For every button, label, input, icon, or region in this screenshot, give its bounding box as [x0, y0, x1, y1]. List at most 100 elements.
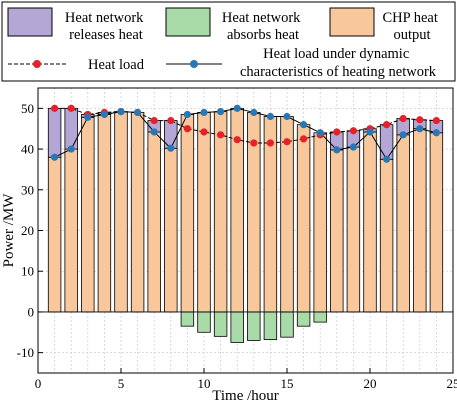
- point-heat-load: [283, 138, 291, 146]
- point-dynamic-load: [366, 128, 374, 136]
- legend-label-chp-line2: output: [393, 27, 430, 43]
- y-tick-label: 40: [21, 142, 34, 157]
- bar-chp-output: [346, 146, 361, 313]
- x-tick-label: 20: [364, 376, 377, 391]
- bar-heat-absorb: [313, 311, 327, 323]
- bar-chp-output: [130, 112, 145, 313]
- legend-label-absorbs-line1: Heat network: [222, 10, 301, 26]
- point-dynamic-load: [100, 110, 108, 119]
- bar-chp-output: [97, 114, 112, 313]
- bar-chp-output: [47, 156, 62, 313]
- point-heat-load: [250, 139, 258, 147]
- point-dynamic-load: [416, 125, 424, 133]
- legend-swatch-absorbs: [165, 7, 211, 37]
- bar-chp-output: [330, 149, 344, 313]
- point-dynamic-load: [266, 112, 274, 121]
- legend-label-absorbs-line2: absorbs heat: [227, 27, 299, 43]
- bar-heat-release: [47, 107, 62, 158]
- bar-chp-output: [114, 111, 128, 313]
- legend-label-releases-line1: Heat network: [65, 10, 144, 26]
- bar-heat-release: [379, 124, 394, 160]
- point-dynamic-load: [217, 108, 225, 116]
- legend-label-chp-line1: CHP heat: [382, 10, 437, 26]
- point-heat-load: [383, 121, 391, 129]
- x-tick-label: 5: [118, 376, 125, 391]
- point-heat-load: [432, 116, 440, 125]
- plot-area: 0 5 10 15 20 25 -10 0 10 20 30 40 50 Time /hour Power …: [1, 87, 457, 404]
- legend-swatch-chp: [329, 7, 375, 37]
- x-tick-label: 10: [198, 376, 211, 391]
- bar-chp-output: [313, 132, 327, 313]
- legend: Heat network releases heat Heat network …: [1, 1, 456, 82]
- bar-chp-output: [429, 132, 444, 313]
- legend-label-dynamic-line2: characteristics of heating network: [240, 64, 437, 80]
- point-heat-load: [333, 128, 341, 136]
- bar-chp-output: [180, 114, 195, 313]
- legend-label-releases: Heat network releases heat: [65, 10, 147, 43]
- point-heat-load: [300, 135, 308, 143]
- bar-heat-absorb: [213, 311, 228, 337]
- point-heat-load: [183, 125, 191, 133]
- point-heat-load: [200, 128, 208, 136]
- point-heat-load: [51, 104, 59, 112]
- point-dynamic-load: [333, 146, 341, 154]
- bar-chp-output: [280, 116, 294, 313]
- bar-chp-output: [296, 124, 311, 313]
- legend-label-dynamic: Heat load under dynamic characteristics …: [240, 46, 437, 80]
- point-heat-load: [217, 131, 225, 139]
- point-dynamic-load: [84, 113, 92, 121]
- point-dynamic-load: [250, 108, 258, 117]
- x-tick-label: 25: [447, 376, 457, 391]
- bar-heat-absorb: [197, 311, 211, 333]
- legend-label-dynamic-line1: Heat load under dynamic: [263, 46, 409, 62]
- legend-marker-dynamic: [190, 60, 198, 68]
- bar-heat-absorb: [247, 311, 261, 341]
- bar-chp-output: [363, 131, 377, 313]
- point-dynamic-load: [300, 121, 308, 129]
- bar-chp-output: [213, 111, 228, 313]
- x-axis-title: Time /hour: [212, 388, 279, 404]
- bar-heat-absorb: [296, 311, 311, 327]
- y-tick-label: -10: [17, 345, 34, 360]
- point-dynamic-load: [399, 131, 407, 139]
- bar-chp-output: [396, 134, 410, 313]
- legend-label-chp: CHP heat output: [382, 10, 441, 43]
- bar-heat-absorb: [280, 311, 294, 338]
- point-heat-load: [233, 136, 241, 144]
- point-heat-load: [416, 116, 424, 124]
- y-axis-title: Power /MW: [1, 193, 17, 268]
- legend-marker-load: [33, 60, 41, 68]
- bar-heat-release: [64, 107, 78, 150]
- point-dynamic-load: [200, 108, 208, 117]
- point-dynamic-load: [51, 153, 59, 161]
- y-tick-label: 0: [28, 304, 35, 319]
- point-dynamic-load: [134, 108, 142, 117]
- bar-heat-absorb: [180, 311, 195, 327]
- legend-label-load: Heat load: [88, 57, 145, 73]
- point-dynamic-load: [383, 155, 391, 163]
- y-tick-label: 30: [21, 182, 34, 197]
- bar-heat-absorb: [230, 311, 244, 343]
- legend-label-absorbs: Heat network absorbs heat: [222, 10, 304, 43]
- legend-label-releases-line2: releases heat: [69, 27, 143, 43]
- legend-frame: [1, 1, 456, 82]
- point-heat-load: [399, 114, 407, 123]
- point-dynamic-load: [117, 108, 125, 116]
- point-dynamic-load: [283, 112, 291, 121]
- point-dynamic-load: [67, 145, 75, 153]
- bar-chp-output: [147, 131, 161, 313]
- bar-chp-output: [81, 116, 95, 313]
- point-heat-load: [150, 116, 158, 125]
- y-tick-label: 10: [21, 264, 34, 279]
- bar-chp-output: [164, 147, 178, 313]
- point-dynamic-load: [349, 143, 357, 151]
- point-dynamic-load: [432, 129, 440, 137]
- point-dynamic-load: [150, 128, 158, 136]
- bar-chp-output: [413, 128, 427, 313]
- point-dynamic-load: [167, 144, 175, 152]
- point-dynamic-load: [233, 104, 241, 112]
- point-heat-load: [167, 116, 175, 125]
- x-tick-label: 0: [35, 376, 42, 391]
